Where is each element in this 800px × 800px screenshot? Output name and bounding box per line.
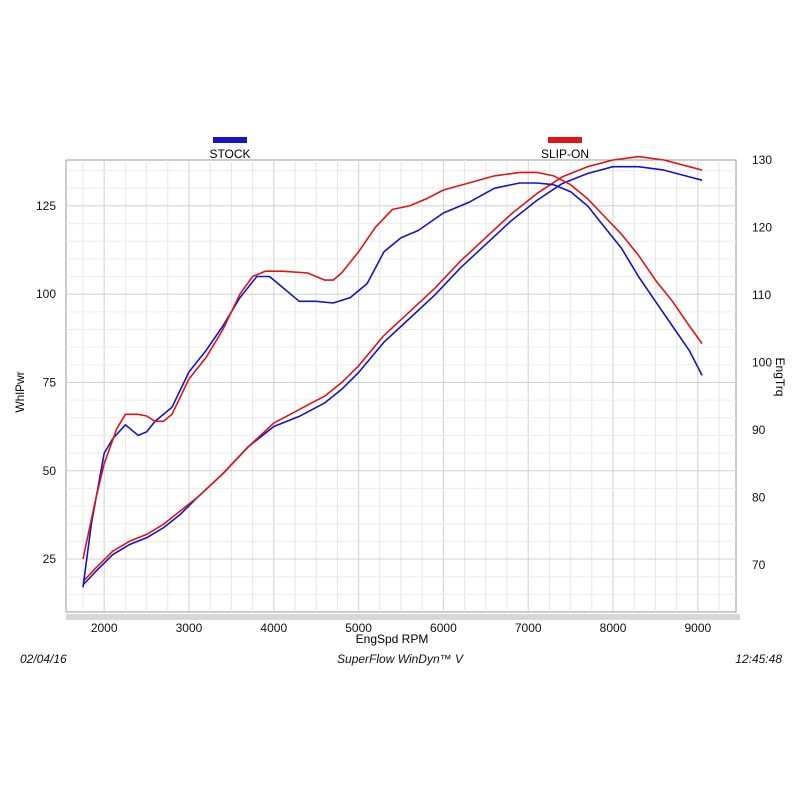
x-axis-title: EngSpd RPM [356,632,429,646]
x-tick-label: 6000 [430,621,457,635]
right-axis-title: EngTrq [773,358,787,397]
x-tick-label: 3000 [176,621,203,635]
legend-swatch-slip-on [548,137,582,143]
x-tick-label: 4000 [260,621,287,635]
left-axis-title: WhlPwr [13,371,27,412]
torque-line-stock [82,165,703,586]
right-tick-label: 90 [752,423,766,437]
x-tick-label: 2000 [91,621,118,635]
left-tick-label: 100 [36,287,56,301]
x-axis-ticks: 2000 3000 4000 5000 6000 7000 8000 9000 [91,621,712,635]
x-tick-label: 7000 [515,621,542,635]
right-tick-label: 130 [752,153,772,167]
legend-label-slip-on: SLIP-ON [541,147,589,161]
left-tick-label: 50 [43,464,57,478]
x-tick-label: 8000 [600,621,627,635]
series-lines [82,155,703,588]
x-tick-label: 9000 [684,621,711,635]
plot-frame-shadow [66,614,740,620]
right-tick-label: 110 [752,288,771,302]
torque-line-slip-on [82,155,703,583]
left-tick-label: 75 [43,375,57,389]
right-axis-ticks: 70 80 90 100 110 120 130 [752,153,772,572]
grid-lines [66,160,736,612]
right-tick-label: 100 [752,355,772,369]
legend-label-stock: STOCK [209,147,250,161]
right-tick-label: 120 [752,220,772,234]
legend-swatch-stock [213,137,247,143]
x-tick-label: 5000 [345,621,372,635]
left-axis-ticks: 25 50 75 100 125 [36,199,56,566]
power-line-stock [82,182,703,588]
right-tick-label: 70 [752,558,766,572]
left-tick-label: 125 [36,199,56,213]
footer-date: 02/04/16 [20,652,67,666]
footer-application: SuperFlow WinDyn™ V [337,652,463,666]
left-tick-label: 25 [43,552,57,566]
footer-time: 12:45:48 [735,652,782,666]
power-line-slip-on [82,171,703,560]
right-tick-label: 80 [752,490,766,504]
